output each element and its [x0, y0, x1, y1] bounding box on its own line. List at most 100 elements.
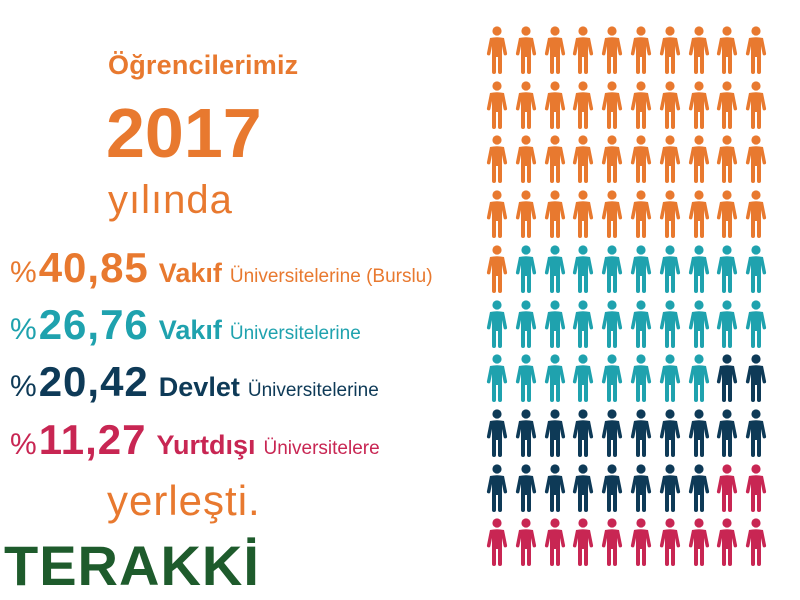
person-icon — [573, 299, 594, 348]
person-icon — [486, 190, 508, 239]
person-icon — [630, 245, 652, 293]
person-icon — [515, 26, 536, 74]
person-icon — [544, 81, 565, 129]
person-icon — [746, 135, 767, 184]
person-icon — [602, 135, 623, 184]
person-icon — [573, 518, 594, 567]
percent-sign: % — [10, 428, 37, 461]
person-icon — [544, 518, 565, 567]
person-icon — [544, 354, 565, 403]
person-icon — [573, 135, 594, 184]
percent-sign: % — [10, 370, 37, 403]
person-icon — [515, 81, 536, 129]
person-icon — [602, 518, 623, 567]
person-icon — [659, 245, 680, 293]
person-icon — [630, 26, 652, 74]
year-label: 2017 — [106, 94, 262, 172]
person-icon — [602, 409, 623, 457]
person-icon — [659, 190, 680, 239]
stat-row-devlet: % 20,42 Devlet Üniversitelerine — [10, 358, 379, 406]
person-icon — [688, 245, 709, 293]
chart-title: Öğrencilerimiz — [108, 50, 299, 80]
stat-row-yurtdisi: % 11,27 Yurtdışı Üniversitelere — [10, 416, 380, 464]
person-icon — [573, 409, 594, 457]
person-icon — [717, 81, 738, 129]
person-icon — [746, 190, 767, 239]
person-icon — [602, 245, 623, 293]
person-icon — [515, 190, 536, 239]
percent-sign: % — [10, 256, 37, 289]
person-icon — [659, 135, 680, 184]
person-icon — [486, 409, 508, 457]
university-type: Yurtdışı — [156, 430, 256, 460]
person-icon — [486, 354, 508, 403]
person-icon — [688, 518, 709, 567]
person-icon — [630, 518, 652, 567]
person-icon — [688, 299, 709, 348]
person-icon — [602, 354, 623, 403]
person-icon — [515, 518, 536, 567]
person-icon — [515, 354, 536, 403]
year-suffix: yılında — [108, 178, 233, 222]
person-icon — [544, 299, 565, 348]
person-icon — [630, 463, 652, 512]
person-icon — [688, 81, 709, 129]
person-icon — [659, 463, 680, 512]
person-icon — [630, 409, 652, 457]
person-icon — [746, 409, 767, 457]
person-icon — [573, 190, 594, 239]
person-icon — [573, 354, 594, 403]
person-icon — [486, 81, 508, 129]
person-icon — [717, 354, 738, 403]
person-icon — [688, 135, 709, 184]
person-icon — [602, 81, 623, 129]
person-icon — [688, 190, 709, 239]
university-description: Üniversitelerine — [247, 380, 379, 401]
person-icon — [717, 409, 738, 457]
person-icon — [486, 518, 508, 567]
person-icon — [630, 354, 652, 403]
person-icon — [515, 135, 536, 184]
person-icon — [688, 409, 709, 457]
person-icon — [659, 299, 680, 348]
person-icon — [659, 81, 680, 129]
person-icon — [486, 245, 508, 293]
person-icon — [544, 190, 565, 239]
percent-sign: % — [10, 313, 37, 346]
person-icon — [659, 354, 680, 403]
person-icon — [515, 463, 536, 512]
percent-value: 26,76 — [38, 301, 149, 348]
person-icon — [515, 245, 536, 293]
person-icon — [486, 26, 508, 74]
person-icon — [688, 463, 709, 512]
person-icon — [602, 26, 623, 74]
person-icon — [746, 518, 767, 567]
person-icon — [486, 135, 508, 184]
person-icon — [717, 135, 738, 184]
person-icon — [573, 26, 594, 74]
percent-value: 20,42 — [38, 358, 149, 405]
person-icon — [486, 463, 508, 512]
person-icon — [746, 26, 767, 74]
stat-row-vakif-burslu: % 40,85 Vakıf Üniversitelerine (Burslu) — [10, 244, 433, 292]
person-icon — [717, 26, 738, 74]
person-icon — [688, 354, 709, 403]
person-icon — [717, 463, 738, 512]
person-icon — [659, 409, 680, 457]
percent-value: 40,85 — [38, 244, 149, 291]
person-icon — [486, 299, 508, 348]
university-type: Vakıf — [158, 315, 222, 345]
person-icon — [630, 299, 652, 348]
person-icon — [746, 81, 767, 129]
person-icon — [717, 518, 738, 567]
university-description: Üniversitelerine (Burslu) — [229, 266, 433, 287]
person-icon — [573, 463, 594, 512]
terakki-logo: TERAKKİ — [4, 534, 260, 597]
person-icon — [746, 463, 767, 512]
pictogram-grid — [486, 26, 776, 576]
person-icon — [602, 463, 623, 512]
percent-value: 11,27 — [38, 416, 147, 463]
person-icon — [630, 81, 652, 129]
person-icon — [746, 354, 767, 403]
person-icon — [746, 245, 767, 293]
